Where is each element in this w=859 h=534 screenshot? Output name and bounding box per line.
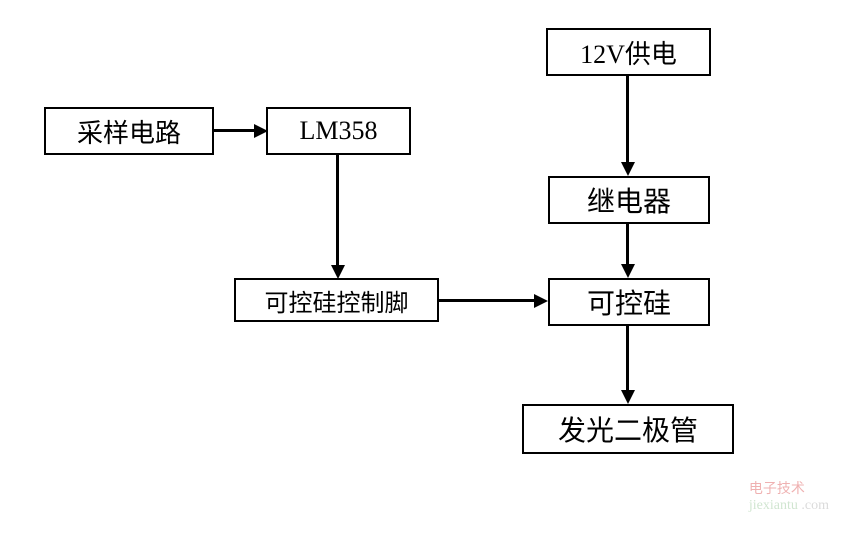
node-lm358-label: LM358 — [300, 116, 378, 146]
watermark-text3: .com — [801, 498, 829, 513]
node-lm358: LM358 — [266, 107, 411, 155]
node-scr: 可控硅 — [548, 278, 710, 326]
watermark-text2: jiexiantu — [749, 498, 798, 513]
edge-line — [439, 299, 534, 302]
edge-arrowhead — [621, 264, 635, 278]
edge-line — [626, 76, 629, 162]
node-led: 发光二极管 — [522, 404, 734, 454]
node-scr-pin: 可控硅控制脚 — [234, 278, 439, 322]
node-relay-label: 继电器 — [587, 180, 671, 220]
edge-arrowhead — [254, 124, 268, 138]
edge-arrowhead — [621, 390, 635, 404]
node-power12v-label: 12V供电 — [580, 34, 677, 71]
edge-line — [626, 224, 629, 264]
edge-arrowhead — [331, 265, 345, 279]
node-led-label: 发光二极管 — [558, 409, 698, 449]
edge-line — [626, 326, 629, 390]
edge-arrowhead — [534, 294, 548, 308]
watermark-text1: 电子技术 — [749, 482, 805, 497]
edge-line — [336, 155, 339, 265]
node-sampling-label: 采样电路 — [77, 113, 181, 150]
edge-line — [214, 129, 254, 132]
node-power12v: 12V供电 — [546, 28, 711, 76]
node-scr-pin-label: 可控硅控制脚 — [265, 283, 409, 318]
node-relay: 继电器 — [548, 176, 710, 224]
node-sampling: 采样电路 — [44, 107, 214, 155]
watermark: 电子技术 jiexiantu .com — [749, 478, 829, 514]
node-scr-label: 可控硅 — [587, 282, 671, 322]
edge-arrowhead — [621, 162, 635, 176]
